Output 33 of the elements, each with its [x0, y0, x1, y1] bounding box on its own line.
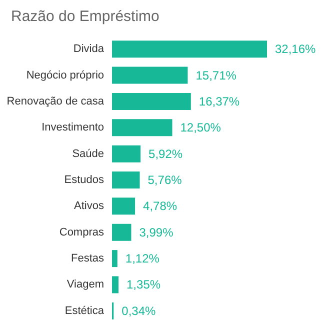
bar [112, 40, 267, 58]
bar [112, 172, 140, 188]
y-tick-label: Estudos [64, 174, 104, 186]
data-label: 5,76% [148, 173, 182, 187]
y-tick-label: Compras [59, 226, 104, 238]
bar [112, 250, 118, 268]
data-label: 16,37% [198, 94, 240, 108]
bar [112, 119, 172, 136]
y-tick-label: Saúde [72, 148, 104, 160]
bar [112, 145, 141, 162]
data-label: 0,34% [122, 304, 156, 318]
data-label: 12,50% [180, 120, 222, 135]
y-tick-label: Festas [70, 252, 104, 265]
y-tick-label: Viagem [66, 278, 104, 291]
bar [112, 92, 191, 110]
bar [112, 198, 136, 215]
data-label: 15,71% [196, 68, 237, 82]
data-label: 5,92% [148, 146, 183, 161]
y-tick-label: Investimento [42, 122, 104, 134]
chart-title: Razão do Empréstimo [11, 8, 160, 25]
y-tick-label: Divida [73, 43, 105, 56]
y-tick-label: Ativos [74, 200, 104, 212]
bar [112, 66, 188, 84]
bar [112, 224, 132, 241]
data-label: 3,99% [139, 225, 174, 240]
data-label: 1,12% [125, 252, 160, 266]
y-tick-label: Estética [64, 304, 105, 317]
y-tick-label: Renovação de casa [6, 95, 105, 108]
y-tick-label: Negócio próprio [26, 69, 104, 82]
data-label: 1,35% [126, 278, 161, 292]
data-label: 32,16% [275, 42, 316, 56]
data-label: 4,78% [143, 199, 178, 214]
bar [112, 276, 119, 294]
